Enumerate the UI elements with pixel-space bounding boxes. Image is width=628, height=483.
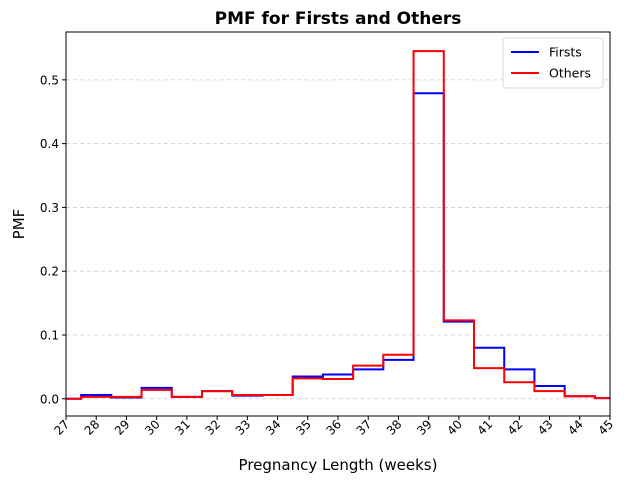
y-tick-label: 0.1 [40,328,59,342]
legend: Firsts Others [502,37,604,89]
legend-box [502,37,604,89]
legend-label: Firsts [549,45,582,60]
y-axis-ticks: 0.0 0.1 0.2 0.3 0.4 0.5 [40,73,66,406]
y-tick-label: 0.2 [40,265,59,279]
y-axis-label: PMF [10,209,28,240]
y-tick-label: 0.3 [40,201,59,215]
series-line-firsts [66,92,610,400]
y-tick-label: 0.5 [40,73,59,87]
legend-label: Others [549,66,591,81]
y-tick-label: 0.4 [40,137,59,151]
series-layer [66,50,610,400]
series-line-others [66,50,610,400]
chart-title: PMF for Firsts and Others [215,9,462,29]
x-axis-label: Pregnancy Length (weeks) [239,456,438,474]
y-tick-label: 0.0 [40,392,59,406]
